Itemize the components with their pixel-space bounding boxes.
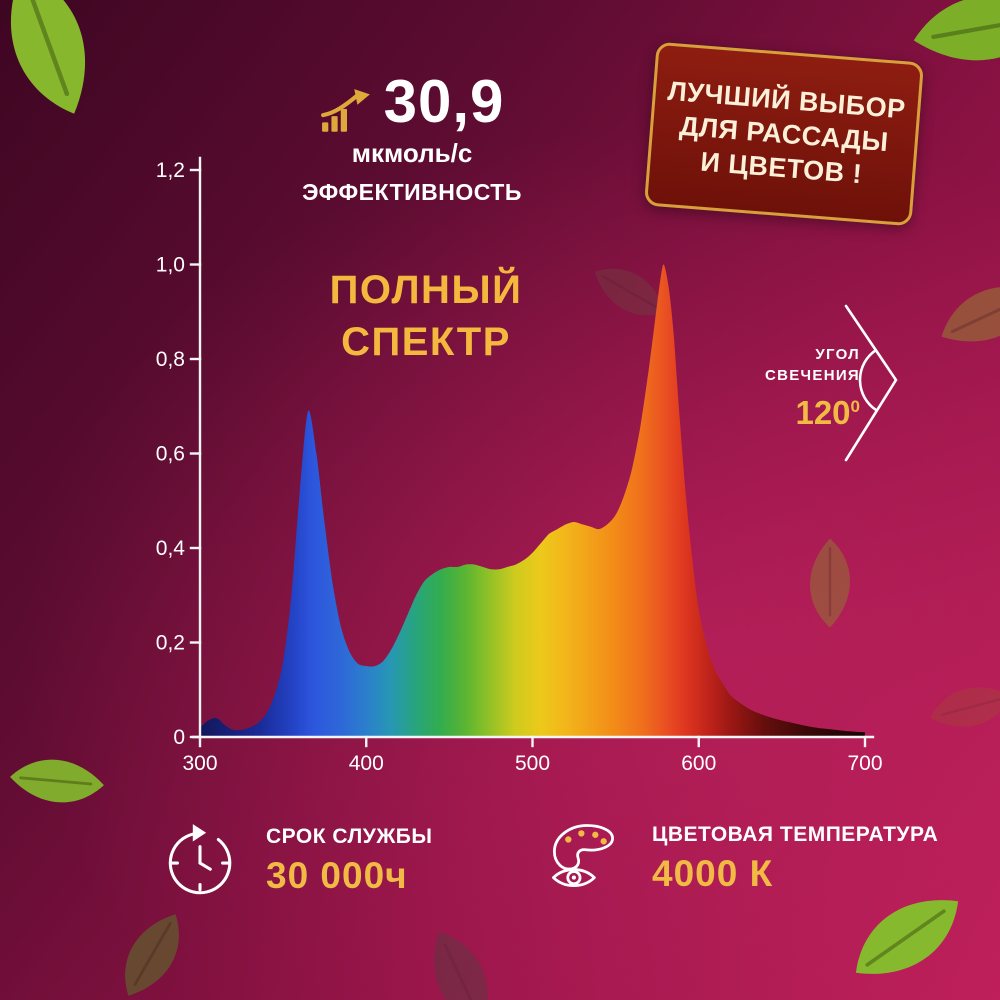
- beam-angle-icon: [844, 304, 898, 462]
- efficiency-block: 30,9 мкмоль/с ЭФФЕКТИВНОСТЬ: [278, 72, 546, 206]
- y-tick-label: 1,2: [156, 159, 185, 182]
- color-temperature-label: ЦВЕТОВАЯ ТЕМПЕРАТУРА: [652, 823, 939, 846]
- color-temperature-text: ЦВЕТОВАЯ ТЕМПЕРАТУРА 4000 К: [652, 823, 938, 895]
- beam-angle-label-line-1: УГОЛ: [815, 346, 860, 363]
- beam-angle-degree: 0: [850, 397, 860, 416]
- y-tick-label: 0,4: [156, 537, 186, 560]
- spectrum-title: ПОЛНЫЙ СПЕКТР: [295, 264, 557, 368]
- y-tick-label: 1,0: [156, 254, 185, 277]
- x-tick-label: 400: [349, 752, 384, 775]
- beam-angle-block: УГОЛ СВЕЧЕНИЯ 1200: [728, 344, 860, 432]
- beam-angle-number: 120: [795, 394, 851, 431]
- lifespan-value: 30 000ч: [266, 855, 408, 896]
- lifespan-text: СРОК СЛУЖБЫ 30 000ч: [266, 825, 432, 897]
- x-tick-label: 500: [515, 752, 550, 775]
- growth-arrow-icon: [320, 89, 370, 132]
- x-tick-label: 300: [182, 752, 217, 775]
- color-temperature-value: 4000 К: [652, 853, 774, 894]
- x-tick-label: 700: [847, 752, 882, 775]
- efficiency-unit: мкмоль/с: [351, 138, 473, 168]
- beam-angle-label-line-2: СВЕЧЕНИЯ: [764, 367, 860, 384]
- lifespan-label: СРОК СЛУЖБЫ: [266, 825, 433, 848]
- spectrum-title-line-2: СПЕКТР: [341, 320, 511, 364]
- palette-eye-icon: [552, 824, 614, 888]
- y-tick-label: 0,2: [156, 632, 185, 655]
- spectrum-title-line-1: ПОЛНЫЙ: [329, 268, 523, 312]
- y-tick-label: 0,8: [156, 348, 185, 371]
- efficiency-value-row: 30,9: [320, 72, 505, 136]
- clock-cycle-icon: [168, 824, 232, 895]
- efficiency-value: 30,9: [383, 68, 505, 135]
- color-temperature-block: ЦВЕТОВАЯ ТЕМПЕРАТУРА 4000 К: [546, 818, 938, 900]
- best-choice-badge: ЛУЧШИЙ ВЫБОР ДЛЯ РАССАДЫ И ЦВЕТОВ !: [643, 41, 925, 227]
- spectrum-area: [200, 264, 865, 737]
- y-tick-label: 0,6: [156, 443, 185, 466]
- x-tick-label: 600: [681, 752, 716, 775]
- beam-angle-value: 1200: [728, 394, 860, 432]
- lifespan-block: СРОК СЛУЖБЫ 30 000ч: [160, 820, 432, 902]
- beam-angle-label: УГОЛ СВЕЧЕНИЯ: [728, 344, 860, 386]
- efficiency-label: ЭФФЕКТИВНОСТЬ: [302, 179, 522, 205]
- y-tick-label: 0: [173, 726, 185, 749]
